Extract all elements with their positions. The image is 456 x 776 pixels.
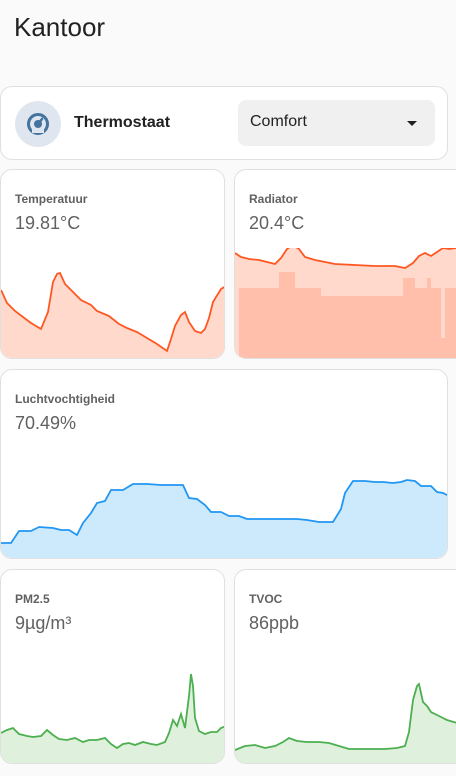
sensor-value: 9µg/m³	[15, 613, 72, 633]
sensor-name: TVOC	[249, 592, 283, 606]
tvoc-card[interactable]: TVOC 86ppb	[234, 569, 456, 764]
sensor-name: Luchtvochtigheid	[15, 392, 115, 406]
sensor-value: 70.49%	[15, 413, 77, 433]
humidity-history-graph	[1, 479, 447, 558]
page-title: Kantoor	[14, 12, 106, 42]
preset-mode-select[interactable]: Comfort	[238, 100, 435, 146]
thermostat-card[interactable]: Thermostaat Comfort	[0, 86, 448, 160]
temperature-card[interactable]: Temperatuur 19.81°C	[0, 169, 225, 359]
tvoc-history-graph	[235, 682, 456, 763]
thermostat-dial-icon[interactable]	[15, 101, 61, 147]
sensor-value: 20.4°C	[249, 213, 305, 233]
sensor-value: 86ppb	[249, 613, 300, 633]
preset-mode-value: Comfort	[250, 113, 307, 130]
sensor-value: 19.81°C	[15, 213, 81, 233]
sensor-name: Temperatuur	[15, 192, 88, 206]
temperature-history-graph	[1, 271, 224, 358]
thermostat-name[interactable]: Thermostaat	[74, 114, 171, 131]
radiator-card[interactable]: Radiator 20.4°C	[234, 169, 456, 359]
radiator-history-graph	[235, 248, 456, 358]
humidity-card[interactable]: Luchtvochtigheid 70.49%	[0, 369, 448, 559]
pm25-history-graph	[1, 673, 224, 763]
sensor-name: PM2.5	[15, 592, 50, 606]
pm25-card[interactable]: PM2.5 9µg/m³	[0, 569, 225, 764]
sensor-name: Radiator	[249, 192, 298, 206]
dropdown-arrow-icon	[407, 121, 417, 126]
